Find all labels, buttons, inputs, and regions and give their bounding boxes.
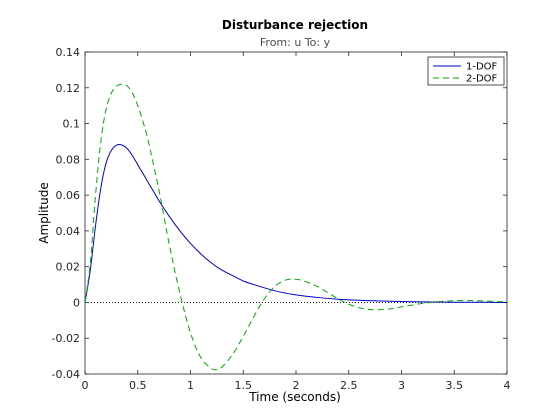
y-tick-label: 0.02 [56,261,81,274]
y-tick-label: 0.14 [56,46,81,59]
chart-title: Disturbance rejection [222,18,368,32]
legend-label: 1-DOF [466,62,498,73]
y-axis-label: Amplitude [37,182,51,244]
x-tick-label: 0.5 [129,379,147,392]
x-tick-label: 3.5 [446,379,464,392]
y-tick-label: 0.1 [63,118,81,131]
y-tick-label: 0.06 [56,189,81,202]
y-tick-label: 0.12 [56,82,81,95]
x-tick-label: 1 [187,379,194,392]
x-tick-label: 3 [398,379,405,392]
y-tick-label: -0.02 [52,332,80,345]
y-tick-label: 0.08 [56,153,81,166]
legend-label: 2-DOF [466,74,498,85]
plot-area: 0 0.5 1 1.5 2 2.5 3 3.5 4 -0.04 -0.02 0 0.02 0.04 0.06… [52,46,511,392]
chart-subtitle: From: u To: y [260,36,331,49]
x-tick-label: 1.5 [235,379,253,392]
x-tick-label: 2.5 [340,379,358,392]
x-axis-label: Time (seconds) [248,390,341,404]
legend-box [427,56,505,86]
x-tick-label: 2 [293,379,300,392]
series-line-1-dof [84,143,508,303]
y-tick-label: 0 [73,296,80,309]
x-tick-label: 0 [82,379,89,392]
x-tick-label: 4 [504,379,511,392]
axes-box [84,51,508,375]
series-line-2-dof [84,83,508,371]
y-tick-label: 0.04 [56,225,81,238]
y-tick-label: -0.04 [52,368,80,381]
